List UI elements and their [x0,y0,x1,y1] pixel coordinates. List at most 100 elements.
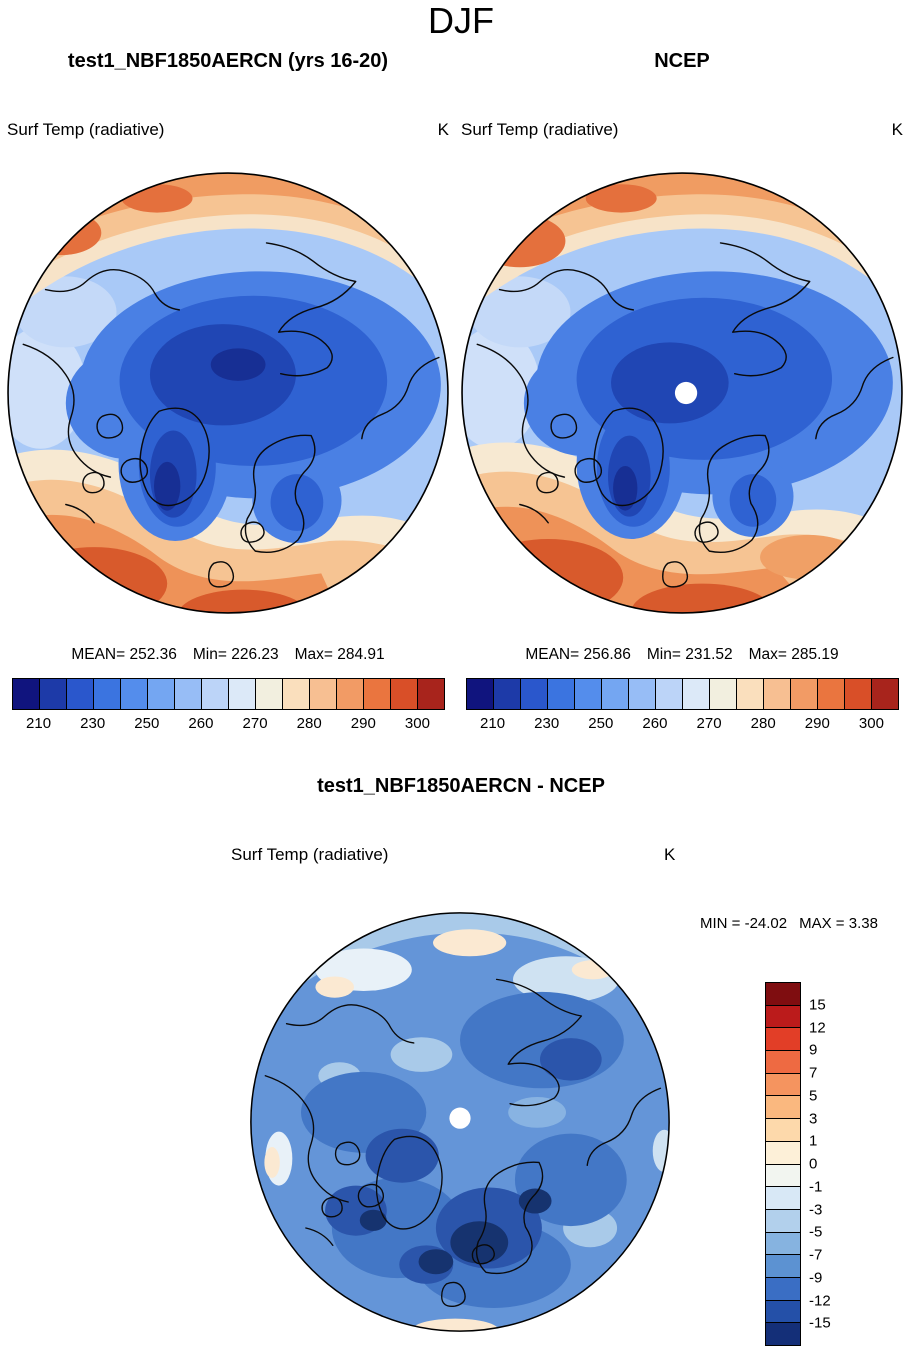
colorbar-segment [817,679,845,709]
colorbar-tick-column: 15 12 9 7 5 3 1 0 -1 -3 -5 -7 -9 -12 -15 [809,982,853,1346]
colorbar-segment [766,1232,800,1256]
colorbar-segment [766,983,800,1006]
colorbar-model: 210 230 250 260 270 280 290 300 [11,678,445,735]
colorbar-segment [282,679,310,709]
colorbar-segment [628,679,656,709]
stat-max: MAX = 3.38 [799,915,878,932]
colorbar-segment [766,1028,800,1052]
colorbar-tick-label: 270 [696,715,722,732]
colorbar-segment [766,1300,800,1324]
colorbar-tick-label: -9 [809,1269,823,1287]
colorbar-tick-label: 300 [404,715,430,732]
colorbar-segment [766,1096,800,1120]
colorbar-segment [66,679,94,709]
colorbar-segment [766,1187,800,1210]
missing-data-pole-dot [674,381,698,405]
colorbar-segment [766,1323,800,1345]
colorbar-tick-label: 250 [588,715,614,732]
colorbar-tick-label: -1 [809,1178,823,1196]
polar-map-diff [250,912,670,1332]
colorbar-segment [766,1255,800,1278]
colorbar-tick-label: 7 [809,1064,818,1082]
colorbar-segment [766,1141,800,1165]
colorbar-segment [255,679,283,709]
panel-model-field-row: Surf Temp (radiative) K [5,120,451,140]
colorbar-segment [417,679,444,709]
stat-min: Min= 226.23 [192,646,279,663]
colorbar-tick-label: 230 [534,715,560,732]
difference-title: test1_NBF1850AERCN - NCEP [317,775,605,797]
colorbar-segment [39,679,67,709]
colorbar-segment [763,679,791,709]
colorbar-segment [466,679,494,709]
colorbar-segment [766,1005,800,1029]
panel-ncep: Surf Temp (radiative) K [459,120,905,735]
colorbar-segment [120,679,148,709]
stat-max: Max= 284.91 [294,646,385,663]
colorbar-segment [520,679,548,709]
colorbar-tick-label: 15 [809,996,826,1014]
colorbar-swatches [765,982,801,1346]
colorbar-tick-label: -3 [809,1201,823,1218]
field-label: Surf Temp (radiative) [231,845,389,864]
colorbar-swatches [11,678,445,710]
units-label: K [664,845,676,864]
field-label: Surf Temp (radiative) [7,120,165,139]
colorbar-segment [93,679,121,709]
colorbar-tick-label: -7 [809,1246,823,1264]
colorbar-segment [390,679,418,709]
stat-min: MIN = -24.02 [700,915,788,932]
obs-dataset-title: NCEP [654,50,710,72]
colorbar-swatches [465,678,899,710]
stat-mean: MEAN= 256.86 [525,646,631,663]
figure-title: DJF [428,0,494,41]
units-label: K [891,120,903,139]
colorbar-tick-label: 280 [296,715,322,732]
colorbar-tick-label: 12 [809,1019,826,1036]
colorbar-tick-label: 3 [809,1110,818,1127]
colorbar-segment [493,679,521,709]
field-label: Surf Temp (radiative) [461,120,619,139]
colorbar-tick-label: 280 [750,715,776,732]
units-label: K [437,120,449,139]
stats-model: MEAN= 252.36 Min= 226.23 Max= 284.91 [5,646,451,664]
colorbar-segment [363,679,391,709]
colorbar-tick-label: 260 [188,715,214,732]
stat-mean: MEAN= 252.36 [71,646,177,663]
colorbar-segment [174,679,202,709]
colorbar-segment [228,679,256,709]
colorbar-segment [655,679,683,709]
colorbar-tick-label: 290 [804,715,830,732]
stat-max: Max= 285.19 [748,646,839,663]
colorbar-segment [336,679,364,709]
colorbar-tick-label: 1 [809,1132,818,1150]
colorbar-segment [766,1209,800,1233]
colorbar-tick-label: 290 [350,715,376,732]
colorbar-tick-row: 210 230 250 260 270 280 290 300 [12,713,445,735]
colorbar-tick-label: -15 [809,1314,831,1332]
colorbar-segment [766,1051,800,1074]
polar-map-ncep [461,172,903,614]
colorbar-segment [12,679,40,709]
colorbar-tick-label: 250 [134,715,160,732]
missing-data-pole-dot [449,1107,471,1129]
colorbar-segment [547,679,575,709]
colorbar-tick-label: 230 [80,715,106,732]
diff-minmax: MIN = -24.02 MAX = 3.38 [700,915,878,932]
colorbar-segment [682,679,710,709]
panel-model: Surf Temp (radiative) K [5,120,451,735]
colorbar-segment [766,1277,800,1301]
colorbar-tick-label: 210 [480,715,506,732]
colorbar-tick-label: 270 [242,715,268,732]
colorbar-tick-label: 9 [809,1041,818,1059]
colorbar-tick-label: 300 [858,715,884,732]
colorbar-tick-row: 210 230 250 260 270 280 290 300 [466,713,899,735]
colorbar-diff: 15 12 9 7 5 3 1 0 -1 -3 -5 -7 -9 -12 -15 [765,982,831,1346]
colorbar-tick-label: 5 [809,1087,818,1105]
colorbar-segment [871,679,898,709]
colorbar-tick-label: 260 [642,715,668,732]
colorbar-segment [766,1164,800,1188]
colorbar-ncep: 210 230 250 260 270 280 290 300 [465,678,899,735]
model-run-title: test1_NBF1850AERCN (yrs 16-20) [67,50,389,72]
